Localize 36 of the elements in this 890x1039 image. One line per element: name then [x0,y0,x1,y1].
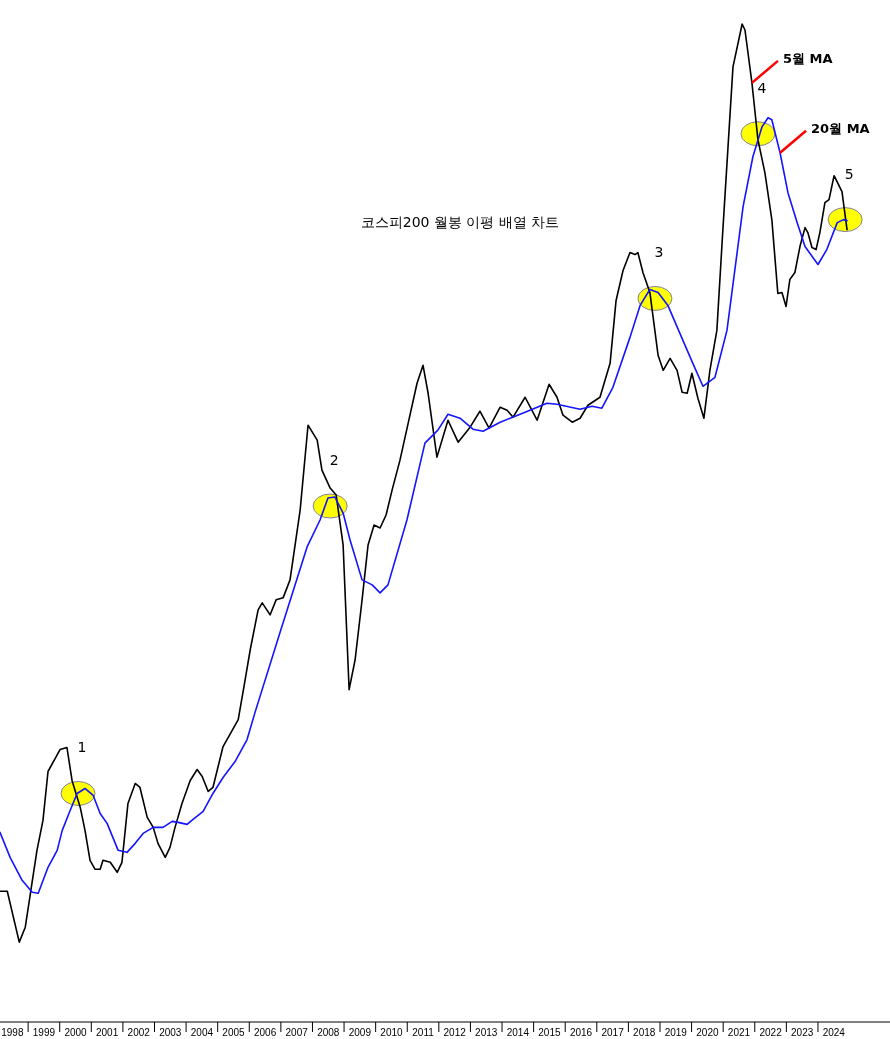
x-tick-label: 2006 [253,1027,277,1038]
x-tick-label: 2018 [633,1027,656,1038]
x-tick-label: 2010 [380,1027,404,1038]
x-tick-label: 2017 [601,1027,625,1038]
x-tick-label: 2008 [317,1027,340,1038]
x-tick-label: 2013 [475,1027,498,1038]
x-tick-label: 2016 [569,1027,593,1038]
annotation: 3 [654,244,664,261]
annotation: 1 [77,739,87,756]
x-tick-label: 2011 [412,1027,435,1038]
x-tick-label: 2005 [222,1027,246,1038]
text: 20월 MA [811,120,870,136]
x-tick-label: 2007 [285,1027,309,1038]
x-tick-label: 2009 [348,1027,372,1038]
x-tick-label: 1998 [1,1027,24,1038]
annotation: 5 [844,165,854,182]
annotation: 2 [329,452,339,469]
x-tick-label: 2014 [506,1027,530,1038]
text: 코스피200 월봉 이평 배열 차트 [360,214,560,230]
x-tick-label: 2002 [127,1027,151,1038]
text: 5월 MA [782,50,833,66]
x-tick-label: 2024 [822,1027,846,1038]
x-tick-label: 2020 [696,1027,719,1038]
x-tick-label: 2023 [791,1027,814,1038]
point [827,207,863,233]
x-tick-label: 1999 [32,1027,56,1038]
x-tick-label: 2000 [64,1027,88,1038]
x-tick-label: 2012 [443,1027,467,1038]
x-tick-label: 2015 [538,1027,561,1038]
x-tick-label: 2001 [95,1027,119,1038]
x-tick-label: 2003 [159,1027,182,1038]
x-tick-label: 2004 [190,1027,214,1038]
x-tick-label: 2021 [727,1027,751,1038]
x-tick-label: 2019 [664,1027,688,1038]
x-tick-label: 2022 [759,1027,783,1038]
annotation: 4 [757,79,767,96]
